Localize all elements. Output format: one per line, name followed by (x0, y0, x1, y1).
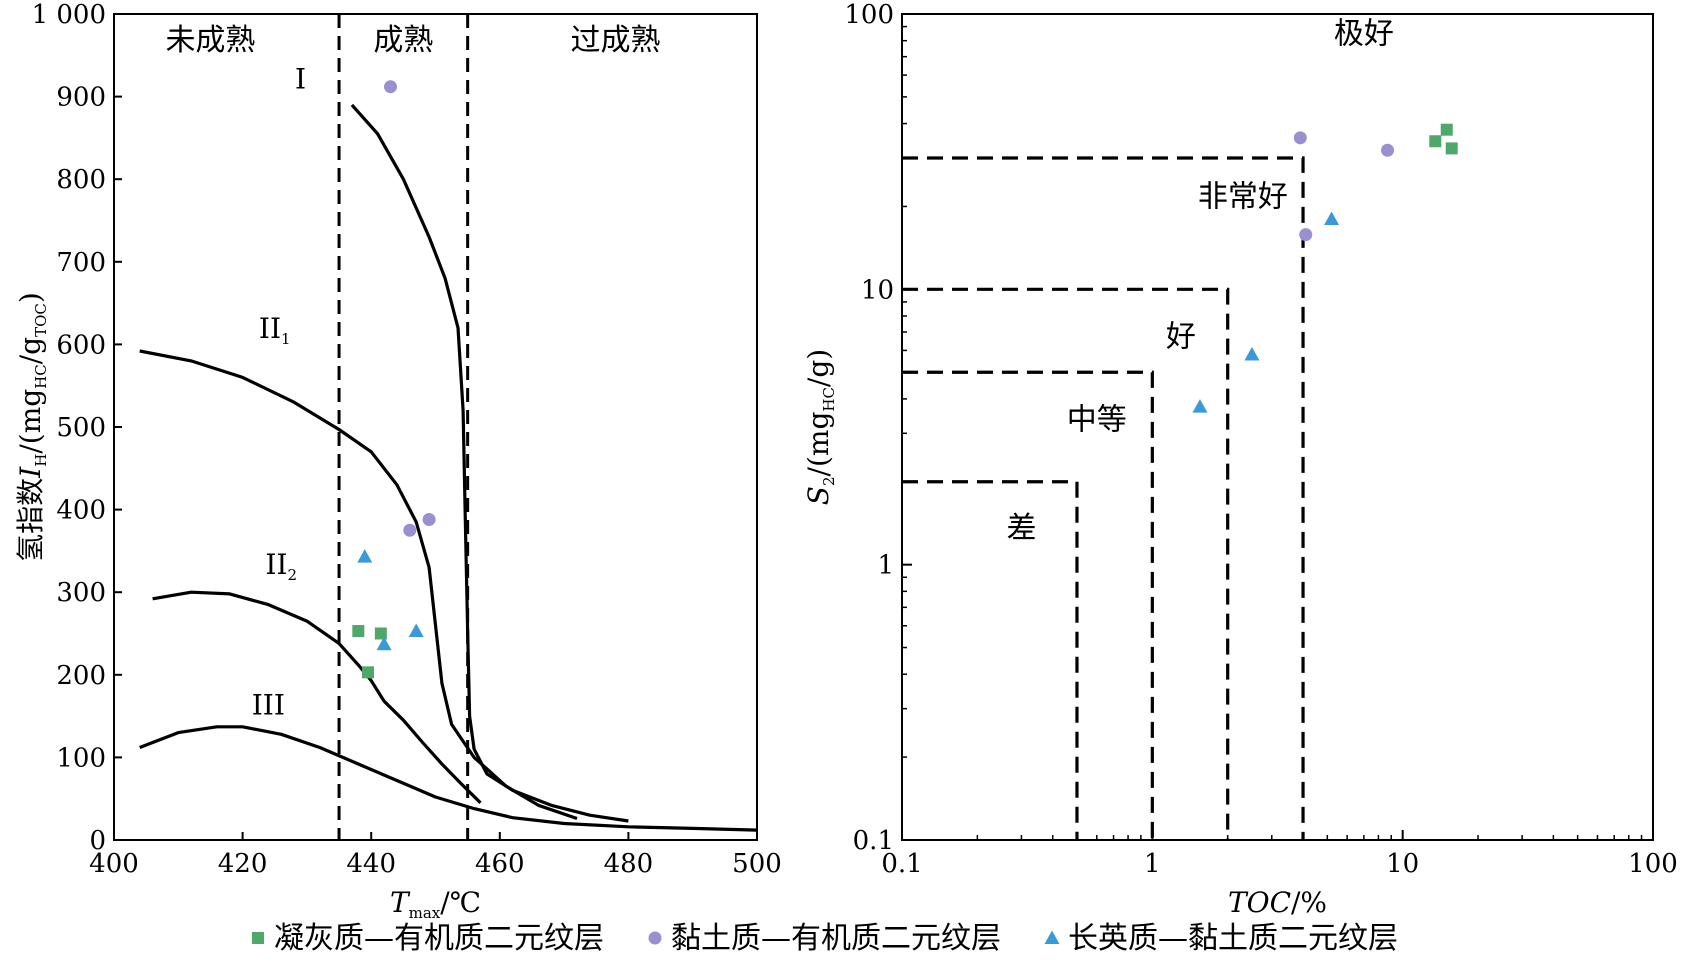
hydrogen-index-chart: 400 420 440 460 480 500 0 100 200 300 400 500 600 700… (14, 0, 782, 922)
grade-region-label: 差 (1006, 511, 1036, 546)
data-point (1192, 399, 1208, 413)
y-axis-title: 氢指数IH/(mgHC/gTOC) (14, 292, 50, 562)
grade-region-label: 好 (1166, 319, 1196, 354)
legend-marker (1044, 930, 1060, 944)
x-tick-label: 480 (604, 849, 654, 879)
legend-label: 黏土质—有机质二元纹层 (671, 921, 1001, 956)
y-tick-label: 1 (877, 551, 894, 581)
y-tick-label: 800 (56, 165, 106, 195)
data-point (361, 666, 374, 679)
legend-marker (252, 932, 264, 944)
data-point (422, 513, 436, 527)
x-tick-label: 0.1 (881, 849, 922, 879)
y-tick-label: 100 (844, 0, 894, 30)
data-point (352, 625, 365, 638)
grade-boundary-line (902, 370, 1154, 840)
data-point (1244, 346, 1260, 361)
y-tick-label: 300 (56, 578, 106, 608)
x-tick-label: 420 (218, 849, 268, 879)
legend-label: 长英质—黏土质二元纹层 (1068, 921, 1398, 956)
data-point (357, 549, 373, 563)
legend: 凝灰质—有机质二元纹层 黏土质—有机质二元纹层 长英质—黏土质二元纹层 (252, 921, 1398, 956)
x-tick-label: 400 (89, 849, 139, 879)
y-tick-label: 400 (56, 496, 106, 526)
data-point (1381, 143, 1395, 157)
data-point (1429, 135, 1442, 148)
grade-region-label: 非常好 (1198, 179, 1288, 214)
grade-region-label: 极好 (1334, 17, 1394, 52)
x-axis-title: Tmax/℃ (390, 886, 481, 922)
y-tick-label: 10 (861, 275, 894, 305)
maturity-region-label: 成熟 (373, 23, 433, 58)
kerogen-type-label: I (295, 62, 306, 95)
y-tick-label: 700 (56, 248, 106, 278)
data-point (1299, 228, 1313, 242)
kerogen-type-curve (139, 349, 578, 821)
kerogen-type-curve (139, 725, 758, 832)
grade-boundary-line (902, 480, 1079, 840)
legend-label: 凝灰质—有机质二元纹层 (274, 921, 604, 956)
grade-boundary-line (902, 156, 1305, 840)
x-tick-label: 440 (346, 849, 396, 879)
plot-frame (901, 13, 1654, 841)
grade-region-label: 中等 (1067, 402, 1127, 437)
y-tick-label: 900 (56, 83, 106, 113)
data-point (1293, 131, 1307, 145)
kerogen-type-curve (152, 590, 482, 804)
y-tick-label: 600 (56, 330, 106, 360)
x-tick-label: 100 (1628, 849, 1678, 879)
kerogen-type-label: III (252, 688, 285, 721)
data-point (383, 80, 397, 94)
plot-frame (113, 13, 758, 841)
grade-boundary-line (902, 287, 1230, 840)
data-point (403, 523, 417, 537)
legend-marker (648, 931, 662, 945)
data-point (376, 636, 392, 651)
data-point (408, 623, 424, 638)
x-tick-label: 1 (1144, 849, 1161, 879)
y-tick-label: 500 (56, 413, 106, 443)
kerogen-type-curve (350, 103, 629, 823)
y-tick-label: 100 (56, 743, 106, 773)
s2-toc-chart: 0.1 1 10 100 0.1 1 10 100 差 中等 好 非常好 极好 TOC/% S2/(mgHC… (802, 0, 1678, 919)
maturity-region-label: 未成熟 (165, 23, 255, 58)
data-point (1324, 211, 1340, 226)
x-tick-label: 500 (732, 849, 782, 879)
y-tick-label: 200 (56, 661, 106, 691)
y-tick-label: 0 (89, 826, 106, 856)
y-tick-label: 0.1 (853, 826, 894, 856)
data-point (1445, 142, 1458, 155)
y-tick-label: 1 000 (32, 0, 106, 30)
x-axis-title: TOC/% (1228, 886, 1327, 919)
x-tick-label: 10 (1386, 849, 1419, 879)
data-point (374, 627, 387, 640)
y-axis-title: S2/(mgHC/g) (802, 349, 838, 505)
kerogen-type-label: II1 (259, 312, 291, 348)
data-point (1440, 123, 1453, 136)
maturity-region-label: 过成熟 (571, 23, 661, 58)
x-tick-label: 460 (475, 849, 525, 879)
kerogen-type-label: II2 (265, 548, 297, 584)
